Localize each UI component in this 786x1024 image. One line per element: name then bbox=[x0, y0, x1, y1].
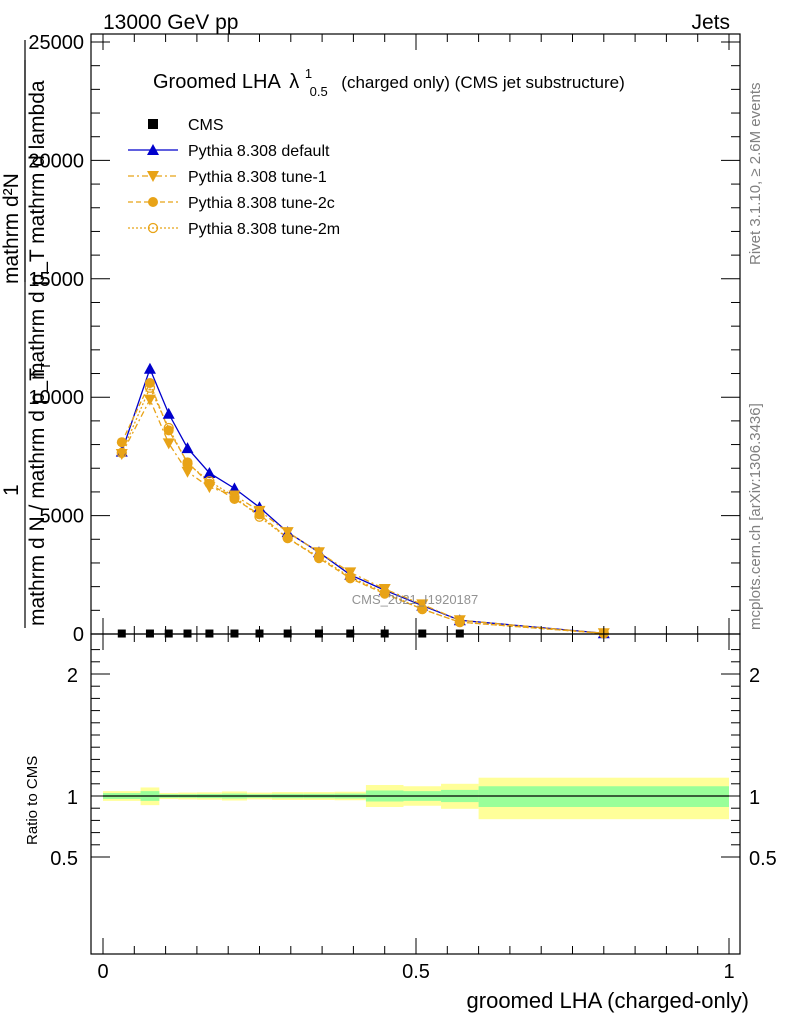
legend-marker bbox=[147, 144, 159, 155]
y-tick-label: 5000 bbox=[40, 506, 85, 528]
data-point bbox=[281, 527, 294, 539]
legend-entry: Pythia 8.308 tune-2m bbox=[128, 221, 340, 238]
y-tick-label: 0 bbox=[73, 624, 84, 646]
ratio-ylabel: Ratio to CMS bbox=[24, 756, 41, 845]
ratio-y-tick-label: 1 bbox=[67, 787, 78, 809]
data-point bbox=[116, 437, 127, 448]
data-point bbox=[345, 572, 356, 583]
data-point bbox=[163, 425, 174, 436]
legend-label: Pythia 8.308 default bbox=[188, 143, 330, 160]
data-point bbox=[116, 447, 127, 458]
data-point bbox=[143, 362, 156, 374]
legend-entry: Pythia 8.308 tune-1 bbox=[128, 169, 327, 186]
series-line bbox=[121, 398, 604, 634]
legend-label: Pythia 8.308 tune-2m bbox=[188, 221, 340, 238]
ratio-y-tick-label-right: 1 bbox=[749, 787, 760, 809]
data-point bbox=[229, 491, 240, 502]
ratio-y-tick-label: 2 bbox=[67, 665, 78, 687]
rivet-label: Rivet 3.1.10, ≥ 2.6M events bbox=[747, 83, 764, 266]
data-point bbox=[115, 449, 128, 461]
ylabel-numer: mathrm d²N bbox=[0, 173, 23, 284]
data-point bbox=[162, 407, 175, 419]
legend-marker bbox=[148, 119, 158, 129]
main-ylabel: 1 mathrm d N / mathrm d p_T T mathrm d²N… bbox=[0, 40, 53, 628]
data-point bbox=[203, 466, 216, 478]
data-point bbox=[282, 532, 293, 544]
category-label: Jets bbox=[691, 11, 730, 34]
legend-marker bbox=[147, 222, 159, 234]
ylabel-lower: mathrm d N / mathrm d p_T bbox=[26, 368, 49, 626]
data-point bbox=[143, 394, 156, 406]
data-point bbox=[282, 533, 293, 544]
data-point bbox=[254, 511, 265, 522]
ratio-y-tick-label-right: 2 bbox=[749, 665, 760, 687]
legend-marker bbox=[147, 171, 159, 182]
x-tick-label: 1 bbox=[723, 961, 734, 983]
data-point bbox=[204, 476, 215, 487]
legend-marker bbox=[148, 197, 158, 207]
data-point bbox=[204, 478, 215, 489]
y-tick-label: 25000 bbox=[28, 32, 84, 54]
ratio-inner-band bbox=[478, 786, 729, 807]
data-point bbox=[163, 422, 174, 434]
data-point bbox=[417, 603, 428, 615]
data-point bbox=[144, 382, 156, 393]
legend-entry: Pythia 8.308 tune-2c bbox=[128, 195, 335, 212]
main-plot-panel: 0 5000 10000 15000 20000 25000 bbox=[28, 32, 741, 646]
energy-label: 13000 GeV pp bbox=[103, 11, 238, 34]
data-point bbox=[162, 438, 175, 450]
ratio-plot-panel: 0.5 0.5 1 1 2 2 0 0.5 1 bbox=[50, 633, 777, 983]
x-tick-label: 0 bbox=[97, 961, 108, 983]
data-point bbox=[229, 494, 240, 505]
data-point bbox=[417, 604, 428, 615]
legend: CMS Pythia 8.308 default Pythia 8.308 tune… bbox=[128, 117, 340, 238]
data-point bbox=[182, 458, 193, 469]
x-tick-label: 0.5 bbox=[402, 961, 430, 983]
watermark: CMS_2021_I1920187 bbox=[352, 592, 479, 607]
data-point bbox=[181, 466, 194, 478]
data-point bbox=[379, 587, 390, 598]
ylabel-denom: mathrm d p_T mathrm d lambda bbox=[26, 80, 49, 380]
ylabel-one: 1 bbox=[0, 484, 23, 496]
y-tick-label: 15000 bbox=[28, 269, 84, 291]
data-point bbox=[181, 442, 194, 454]
legend-label: CMS bbox=[188, 117, 224, 134]
y-tick-label: 10000 bbox=[28, 387, 84, 409]
data-point bbox=[454, 617, 465, 628]
ylabel-lower-sub: T bbox=[38, 362, 53, 370]
main-title: Groomed LHA λ 1 0.5 (charged only) (CMS … bbox=[153, 61, 625, 101]
legend-entry: CMS bbox=[148, 117, 224, 134]
legend-label: Pythia 8.308 tune-1 bbox=[188, 169, 327, 186]
mcplots-label: mcplots.cern.ch [arXiv:1306.3436] bbox=[747, 403, 764, 630]
y-tick-label: 20000 bbox=[28, 150, 84, 172]
series-line bbox=[121, 381, 604, 635]
data-point bbox=[313, 551, 325, 563]
data-point bbox=[254, 509, 265, 520]
x-axis-label: groomed LHA (charged-only) bbox=[467, 988, 749, 1013]
legend-label: Pythia 8.308 tune-2c bbox=[188, 195, 335, 212]
data-point bbox=[454, 617, 465, 628]
ratio-y-tick-label: 0.5 bbox=[50, 848, 78, 870]
series-line bbox=[121, 366, 604, 634]
legend-entry: Pythia 8.308 default bbox=[128, 143, 330, 160]
ratio-y-tick-label-right: 0.5 bbox=[749, 848, 777, 870]
